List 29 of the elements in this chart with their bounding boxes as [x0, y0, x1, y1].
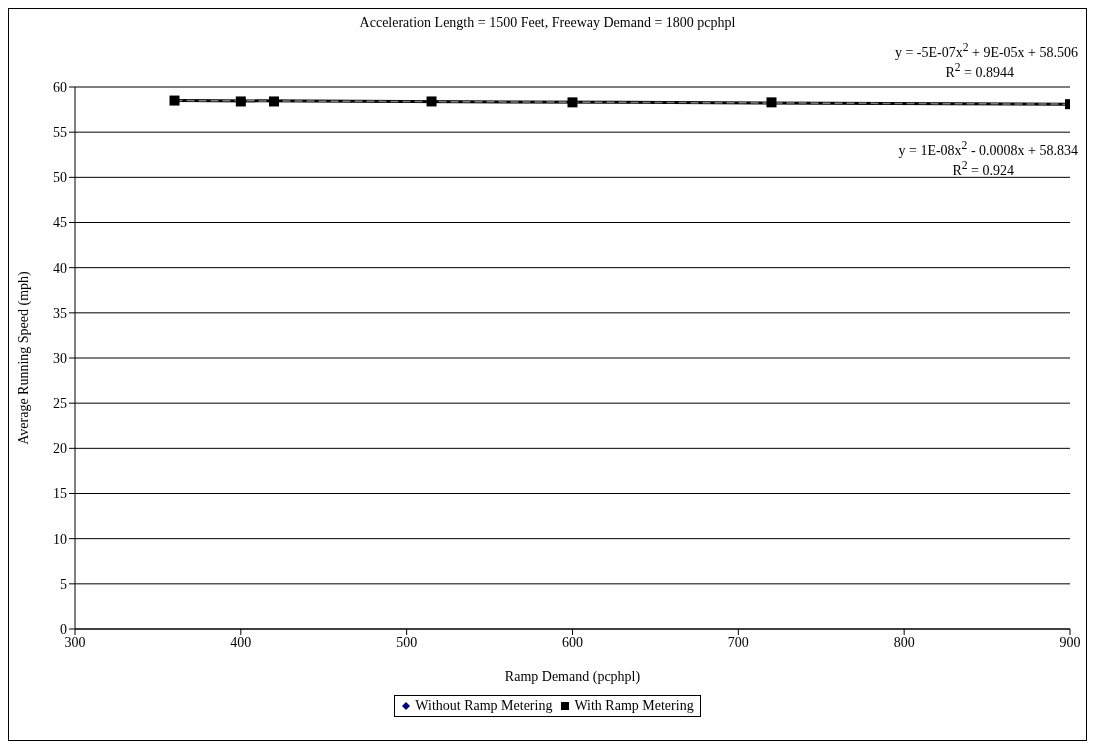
y-tick-label: 20	[53, 441, 67, 457]
x-tick-label: 900	[1059, 634, 1081, 650]
y-tick-label: 60	[53, 79, 67, 95]
text: y = -5E-07x$^{2}$ + 9E-05x + 58.506	[893, 40, 1078, 62]
y-tick-label: 55	[53, 125, 67, 141]
x-tick-label: 500	[396, 634, 418, 650]
x-tick-label: 400	[230, 634, 252, 650]
text: R$^{2}$ = 0.8944	[944, 60, 1014, 82]
y-tick-label: 10	[53, 531, 67, 547]
y-axis-title: Average Running Speed (mph)	[15, 270, 32, 445]
y-tick-label: 0	[60, 621, 67, 637]
annotation: R$^{2}$ = 0.924	[951, 158, 1014, 180]
x-tick-label: 600	[562, 634, 583, 650]
y-tick-label: 25	[53, 396, 67, 412]
legend-label: Without Ramp Metering	[414, 698, 553, 714]
x-tick-label: 700	[727, 634, 749, 650]
x-tick-label: 800	[893, 634, 915, 650]
annotation: y = 1E-08x$^{2}$ - 0.0008x + 58.834	[897, 138, 1078, 160]
y-tick-label: 45	[53, 215, 67, 231]
y-tick-label: 50	[53, 170, 67, 186]
y-tick-label: 15	[53, 486, 67, 502]
y-tick-label: 5	[60, 576, 67, 592]
chart-title: Acceleration Length = 1500 Feet, Freeway Demand = 1800 pcphpl	[358, 15, 737, 31]
legend-label: With Ramp Metering	[573, 698, 694, 714]
y-tick-label: 40	[53, 260, 67, 276]
y-tick-label: 30	[53, 350, 67, 366]
x-tick-label: 300	[64, 634, 86, 650]
x-axis-title: Ramp Demand (pcphpl)	[504, 669, 641, 685]
y-tick-label: 35	[53, 305, 67, 321]
